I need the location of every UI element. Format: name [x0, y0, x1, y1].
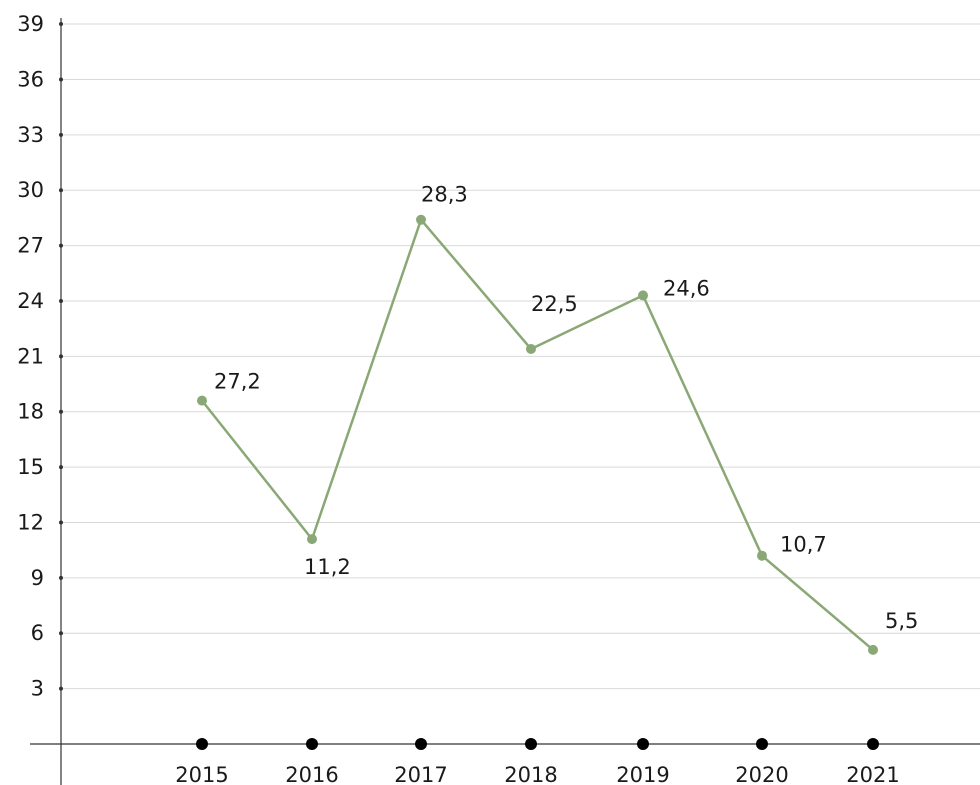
- category-marker: [525, 738, 537, 750]
- category-marker: [306, 738, 318, 750]
- x-tick-label: 2021: [846, 763, 899, 785]
- y-tick-label: 36: [17, 67, 44, 91]
- y-tick-mark: [59, 686, 63, 691]
- data-labels: 27,2 11,2 28,3 22,5 24,6 10,7 5,5: [214, 183, 918, 633]
- y-tick-label: 9: [31, 566, 44, 590]
- y-tick-mark: [59, 188, 63, 193]
- y-tick-mark: [59, 132, 63, 137]
- y-tick-mark: [59, 22, 63, 27]
- y-tick-label: 39: [17, 12, 44, 36]
- data-label: 11,2: [304, 555, 351, 579]
- x-tick-labels: 2015 2016 2017 2018 2019 2020 2021: [175, 738, 900, 785]
- data-point: [868, 644, 878, 655]
- data-point: [307, 534, 317, 545]
- data-label: 5,5: [885, 609, 918, 633]
- y-tick-mark: [59, 465, 63, 470]
- data-point: [638, 290, 648, 301]
- data-label: 27,2: [214, 370, 261, 394]
- y-tick-label: 24: [17, 289, 44, 313]
- series-line: [201, 218, 874, 651]
- x-tick-label: 2015: [175, 763, 228, 785]
- grid-lines: [61, 23, 980, 690]
- data-point: [197, 395, 207, 406]
- y-tick-label: 33: [17, 123, 44, 147]
- y-tick-mark: [59, 77, 63, 82]
- x-tick-label: 2020: [735, 763, 788, 785]
- y-tick-mark: [59, 243, 63, 248]
- y-tick-label: 12: [17, 510, 44, 534]
- y-tick-mark: [59, 298, 63, 303]
- y-tick-mark: [59, 354, 63, 359]
- data-label: 28,3: [421, 183, 468, 207]
- y-tick-label: 27: [17, 234, 44, 258]
- data-label: 22,5: [531, 292, 578, 316]
- category-marker: [756, 738, 768, 750]
- data-label: 10,7: [780, 533, 827, 557]
- data-point: [757, 550, 767, 561]
- x-tick-label: 2018: [504, 763, 557, 785]
- x-tick-label: 2017: [394, 763, 447, 785]
- y-tick-label: 18: [17, 400, 44, 424]
- y-tick-mark: [59, 520, 63, 525]
- category-marker: [196, 738, 208, 750]
- y-tick-mark: [59, 409, 63, 414]
- category-marker: [415, 738, 427, 750]
- x-tick-label: 2019: [616, 763, 669, 785]
- category-marker: [867, 738, 879, 750]
- y-tick-label: 21: [17, 344, 44, 368]
- data-point: [416, 214, 426, 225]
- y-tick-label: 15: [17, 455, 44, 479]
- series: [197, 214, 878, 655]
- data-label: 24,6: [663, 276, 710, 300]
- x-tick-label: 2016: [285, 763, 338, 785]
- y-tick-label: 6: [31, 621, 44, 645]
- data-point: [526, 343, 536, 354]
- axes: [30, 18, 980, 785]
- y-tick-label: 30: [17, 178, 44, 202]
- y-tick-mark: [59, 575, 63, 580]
- y-tick-label: 3: [31, 677, 44, 701]
- y-tick-mark: [59, 631, 63, 636]
- category-marker: [637, 738, 649, 750]
